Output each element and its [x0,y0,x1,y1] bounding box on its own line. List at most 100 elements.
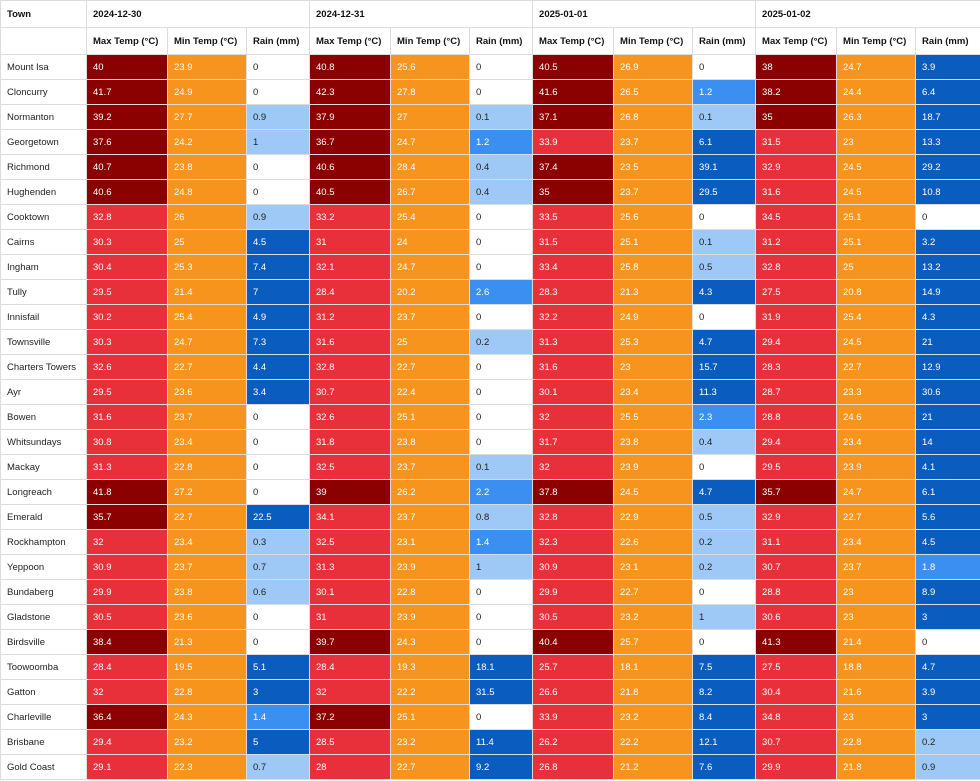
max-temp-cell: 28 [309,754,392,780]
max-temp-cell: 38 [755,54,838,80]
max-temp-cell: 38.4 [86,629,168,655]
min-temp-cell: 25.4 [167,304,247,330]
column-header-row: Max Temp (°C) Min Temp (°C) Rain (mm) Ma… [0,27,980,55]
max-temp-cell: 31.3 [532,329,615,355]
rain-cell: 3.4 [245,379,311,405]
min-temp-cell: 24.3 [390,629,471,655]
date-header: 2024-12-31 [309,0,534,28]
max-temp-cell: 32 [532,454,615,480]
min-temp-cell: 21.3 [167,629,247,655]
rain-cell: 21 [915,404,980,430]
rain-cell: 6.1 [915,479,980,505]
min-temp-cell: 23.7 [167,554,247,580]
max-temp-cell: 37.6 [86,129,168,155]
max-temp-cell: 32.1 [309,254,392,280]
rain-cell: 1 [692,604,757,630]
max-temp-cell: 35 [532,179,615,205]
max-temp-header: Max Temp (°C) [309,27,392,55]
rain-cell: 11.4 [469,729,534,755]
min-temp-cell: 22.2 [613,729,694,755]
max-temp-cell: 40.5 [309,179,392,205]
table-row: Gold Coast 29.1 22.3 0.7 28 22.7 9.2 26.8 21.2 7.… [0,754,980,780]
rain-cell: 7.5 [692,654,757,680]
max-temp-cell: 40 [86,54,168,80]
min-temp-cell: 23.4 [613,379,694,405]
rain-cell: 0.2 [915,729,980,755]
rain-cell: 8.2 [692,679,757,705]
rain-cell: 13.2 [915,254,980,280]
min-temp-cell: 25.4 [836,304,917,330]
date-header: 2025-01-02 [755,0,980,28]
max-temp-cell: 31.6 [86,404,168,430]
rain-cell: 0.9 [245,104,311,130]
town-name: Gold Coast [0,754,87,780]
max-temp-cell: 29.4 [755,329,838,355]
rain-cell: 0 [469,254,534,280]
min-temp-cell: 21.2 [613,754,694,780]
min-temp-cell: 26.5 [613,79,694,105]
table-row: Rockhampton 32 23.4 0.3 32.5 23.1 1.4 32.3 22.6 0… [0,529,980,555]
rain-cell: 0 [245,629,311,655]
min-temp-cell: 22.2 [390,679,471,705]
rain-cell: 29.2 [915,154,980,180]
town-name: Bundaberg [0,579,87,605]
table-row: Bundaberg 29.9 23.8 0.6 30.1 22.8 0 29.9 22.7 0 28… [0,579,980,605]
min-temp-cell: 23.4 [836,429,917,455]
town-name: Ingham [0,254,87,280]
max-temp-cell: 29.5 [86,279,168,305]
rain-cell: 0.4 [692,429,757,455]
min-temp-cell: 22.7 [167,504,247,530]
rain-cell: 3.9 [915,679,980,705]
max-temp-cell: 29.5 [86,379,168,405]
rain-cell: 21 [915,329,980,355]
min-temp-cell: 23.8 [390,429,471,455]
town-name: Gladstone [0,604,87,630]
rain-cell: 0.1 [692,104,757,130]
rain-cell: 4.3 [915,304,980,330]
max-temp-cell: 31.6 [755,179,838,205]
max-temp-cell: 28.5 [309,729,392,755]
rain-cell: 0 [692,579,757,605]
min-temp-cell: 25.4 [390,204,471,230]
min-temp-cell: 23.8 [167,579,247,605]
max-temp-cell: 32.6 [309,404,392,430]
max-temp-cell: 39.7 [309,629,392,655]
rain-cell: 4.7 [692,479,757,505]
max-temp-cell: 32 [86,529,168,555]
max-temp-cell: 32.8 [532,504,615,530]
rain-cell: 8.9 [915,579,980,605]
max-temp-cell: 34.8 [755,704,838,730]
max-temp-cell: 31.9 [755,304,838,330]
min-temp-cell: 22.4 [390,379,471,405]
min-temp-cell: 23.4 [836,529,917,555]
rain-cell: 7 [245,279,311,305]
rain-cell: 1 [245,129,311,155]
rain-cell: 2.2 [469,479,534,505]
min-temp-cell: 23.9 [390,604,471,630]
max-temp-cell: 28.4 [86,654,168,680]
max-temp-cell: 30.5 [532,604,615,630]
max-temp-cell: 31.2 [309,304,392,330]
rain-cell: 0 [469,704,534,730]
town-name: Tully [0,279,87,305]
table-row: Gatton 32 22.8 3 32 22.2 31.5 26.6 21.8 8.2 30.4 21… [0,679,980,705]
max-temp-cell: 40.5 [532,54,615,80]
town-name: Brisbane [0,729,87,755]
rain-cell: 1.8 [915,554,980,580]
min-temp-cell: 24.5 [836,179,917,205]
max-temp-cell: 30.2 [86,304,168,330]
min-temp-cell: 27 [390,104,471,130]
max-temp-cell: 30.3 [86,329,168,355]
min-temp-header: Min Temp (°C) [613,27,694,55]
max-temp-cell: 41.8 [86,479,168,505]
min-temp-cell: 23.8 [613,429,694,455]
rain-cell: 0 [469,54,534,80]
max-temp-cell: 40.6 [86,179,168,205]
max-temp-cell: 33.9 [532,129,615,155]
max-temp-cell: 32.8 [309,354,392,380]
min-temp-cell: 25.1 [836,229,917,255]
min-temp-cell: 21.4 [836,629,917,655]
max-temp-cell: 30.4 [755,679,838,705]
rain-header: Rain (mm) [469,27,534,55]
rain-cell: 0 [915,629,980,655]
